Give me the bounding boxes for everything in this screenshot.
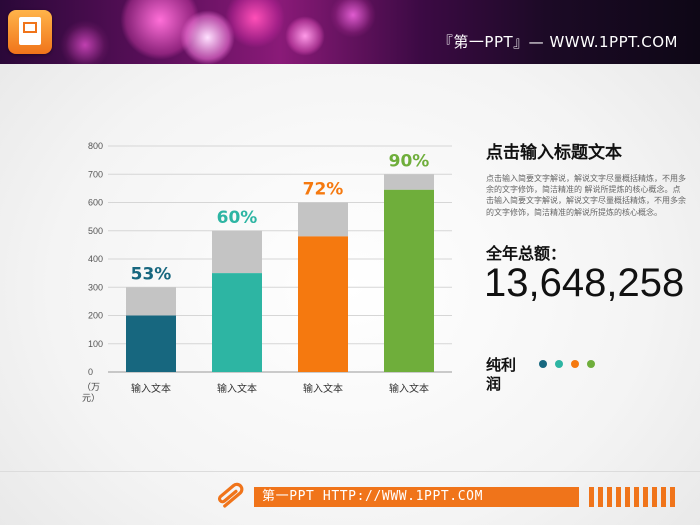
bokeh-light bbox=[225, 0, 285, 48]
category-label: 输入文本 bbox=[217, 382, 257, 395]
y-tick-label: 500 bbox=[88, 226, 103, 236]
dot-2 bbox=[555, 360, 563, 368]
footer-divider bbox=[0, 471, 700, 472]
category-label: 输入文本 bbox=[131, 382, 171, 395]
footer-stripes bbox=[589, 487, 675, 507]
y-tick-label: 100 bbox=[88, 339, 103, 349]
y-tick-label: 700 bbox=[88, 169, 103, 179]
y-tick-label: 800 bbox=[88, 141, 103, 151]
bar-remainder bbox=[212, 230, 262, 274]
bar-value bbox=[298, 236, 348, 372]
bar-remainder bbox=[298, 202, 348, 237]
color-dots bbox=[539, 360, 595, 368]
y-tick-label: 200 bbox=[88, 311, 103, 321]
percent-label: 72% bbox=[303, 180, 344, 200]
category-label: 输入文本 bbox=[389, 382, 429, 395]
bar-value bbox=[212, 273, 262, 372]
bar-remainder bbox=[384, 174, 434, 190]
powerpoint-logo-icon bbox=[8, 10, 52, 54]
percent-label: 90% bbox=[389, 151, 430, 171]
bar-value bbox=[126, 315, 176, 372]
category-label: 输入文本 bbox=[303, 382, 343, 395]
percent-label: 53% bbox=[131, 264, 172, 284]
bokeh-light bbox=[60, 20, 110, 64]
bar-value bbox=[384, 189, 434, 372]
dot-3 bbox=[571, 360, 579, 368]
paperclip-icon bbox=[217, 482, 244, 508]
panel-title: 点击输入标题文本 bbox=[486, 143, 622, 163]
y-tick-label: 300 bbox=[88, 282, 103, 292]
y-tick-label: 400 bbox=[88, 254, 103, 264]
header-banner: 『第一PPT』— WWW.1PPT.COM bbox=[0, 0, 700, 64]
y-tick-label: 600 bbox=[88, 198, 103, 208]
percent-label: 60% bbox=[217, 208, 258, 228]
dot-4 bbox=[587, 360, 595, 368]
y-tick-label: 0 bbox=[88, 367, 93, 377]
annual-total-value: 13,648,258 bbox=[484, 261, 685, 305]
bokeh-light bbox=[330, 0, 376, 38]
y-axis-unit-label: （万元） bbox=[81, 383, 100, 404]
footer-bar bbox=[254, 487, 579, 507]
panel-description: 点击输入简要文字解说，解说文字尽量概括精炼，不用多余的文字修饰，简洁精准的 解说… bbox=[486, 174, 686, 217]
dot-1 bbox=[539, 360, 547, 368]
bar-remainder bbox=[126, 287, 176, 316]
bokeh-light bbox=[285, 16, 325, 56]
annual-total-label: 全年总额： bbox=[486, 244, 567, 263]
net-profit-label: 纯利润 bbox=[486, 356, 517, 393]
header-title: 『第一PPT』— WWW.1PPT.COM bbox=[437, 33, 678, 51]
footer-url-text[interactable]: 第一PPT HTTP://WWW.1PPT.COM bbox=[262, 489, 484, 504]
